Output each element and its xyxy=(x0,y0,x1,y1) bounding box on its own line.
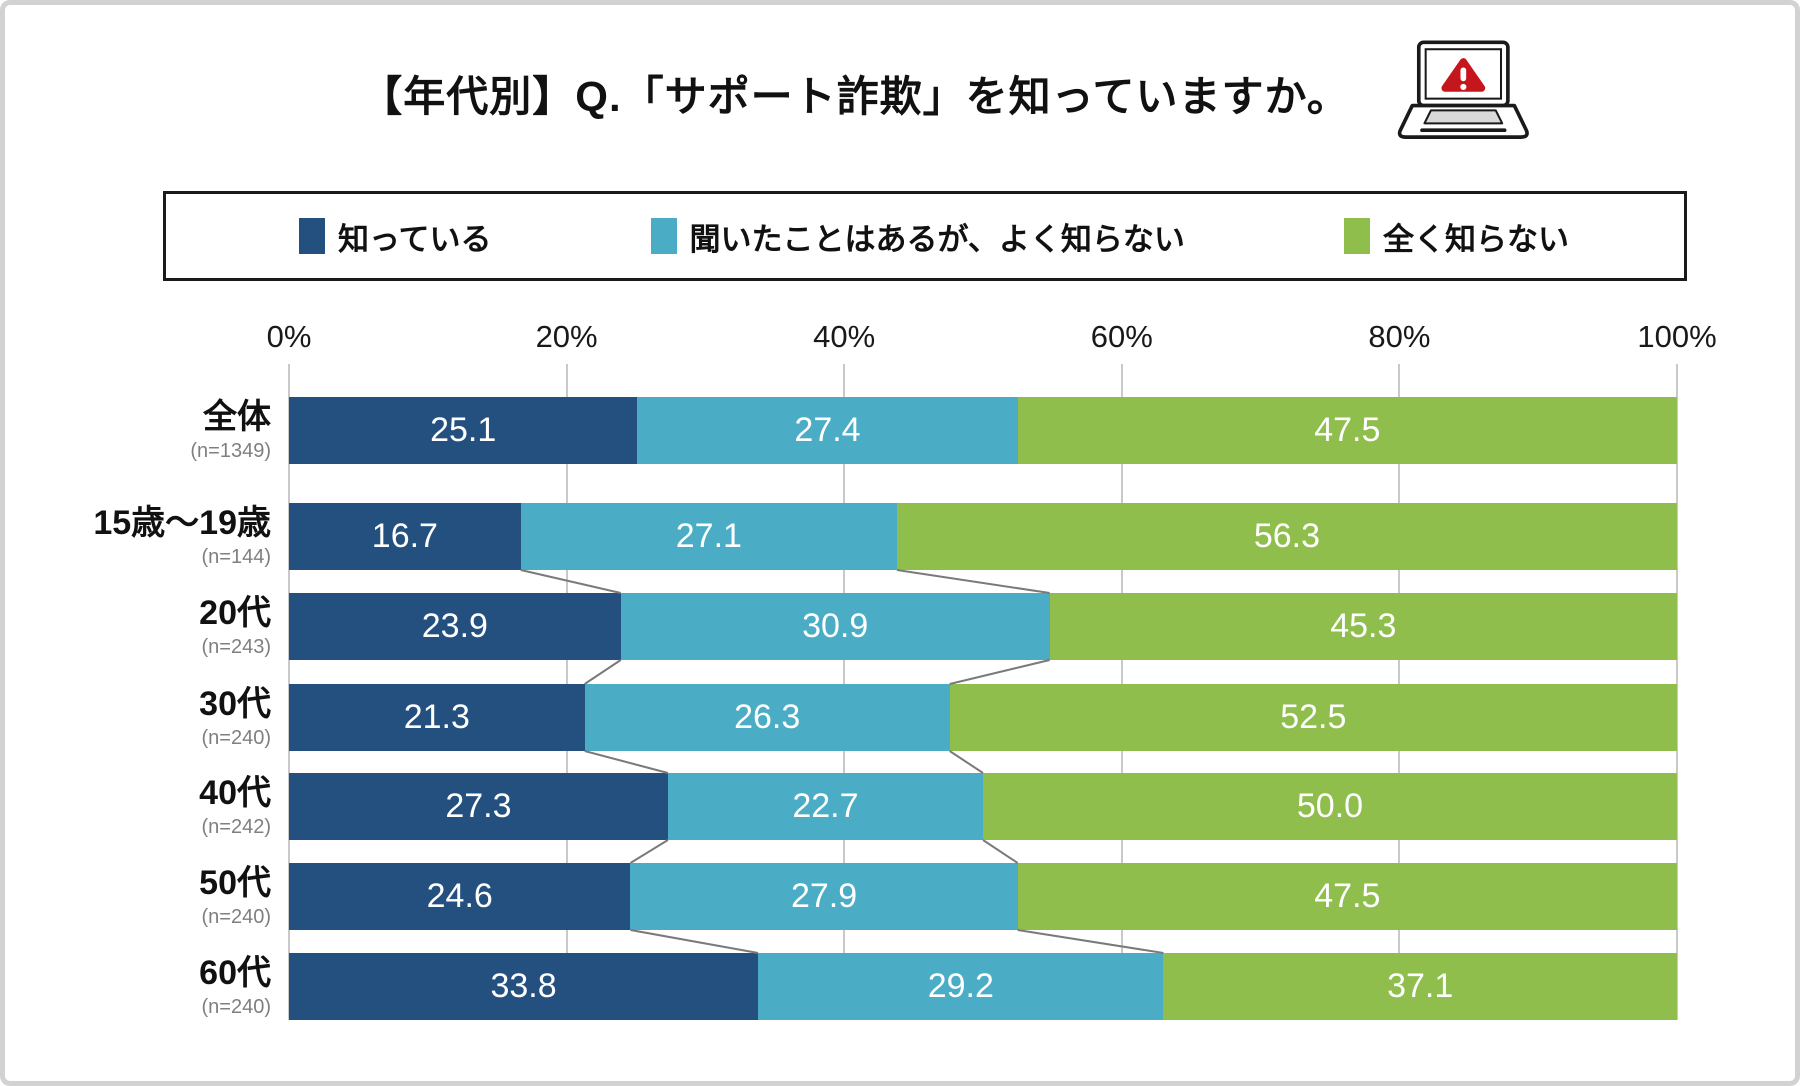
bar-row: 23.9 30.9 45.3 xyxy=(289,593,1677,660)
bar-value-label: 23.9 xyxy=(421,607,488,645)
bar-segment: 50.0 xyxy=(982,773,1677,840)
row-category-label: 50代 xyxy=(199,863,271,902)
row-category-label: 15歳〜19歳 xyxy=(93,503,271,542)
legend-swatch-heard-of xyxy=(650,218,677,254)
legend-item-heard-of: 聞いたことはあるが、よく知らない xyxy=(650,214,1185,259)
bar-value-label: 37.1 xyxy=(1387,967,1454,1005)
bar-value-label: 21.3 xyxy=(403,698,470,736)
title-prefix: 【年代別】Q. xyxy=(360,73,622,120)
bar-value-label: 24.6 xyxy=(426,877,493,915)
bar-value-label: 27.4 xyxy=(794,411,861,449)
row-label: 15歳〜19歳 (n=144) xyxy=(5,500,271,573)
bar-value-label: 33.8 xyxy=(490,967,557,1005)
bar-segment: 37.1 xyxy=(1163,953,1677,1020)
bar-value-label: 16.7 xyxy=(371,517,438,555)
bar-segment: 56.3 xyxy=(896,503,1677,570)
title-suffix: を知っていますか。 xyxy=(965,73,1350,120)
bar-value-label: 50.0 xyxy=(1296,787,1364,825)
bar-value-label: 30.9 xyxy=(802,607,869,645)
axis-tick-100%: 100% xyxy=(1637,319,1717,354)
row-sample-size-label: (n=144) xyxy=(201,546,272,569)
row-category-label: 20代 xyxy=(199,593,271,632)
bar-row: 21.3 26.3 52.5 xyxy=(289,684,1677,751)
bar-segment: 27.9 xyxy=(630,863,1018,930)
row-category-label: 60代 xyxy=(199,953,271,992)
gridline-100% xyxy=(1676,364,1678,1020)
bar-segment: 21.3 xyxy=(289,684,585,751)
axis-tick-40%: 40% xyxy=(813,319,876,354)
legend: 知っている 聞いたことはあるが、よく知らない 全く知らない xyxy=(163,191,1687,281)
row-sample-size-label: (n=240) xyxy=(201,727,272,750)
legend-swatch-knows xyxy=(299,218,325,254)
row-label: 40代 (n=242) xyxy=(5,770,271,843)
bar-value-label: 52.5 xyxy=(1280,698,1347,736)
row-label: 60代 (n=240) xyxy=(5,950,271,1023)
row-sample-size-label: (n=240) xyxy=(201,906,272,929)
bar-segment: 27.1 xyxy=(520,503,897,570)
bar-value-label: 47.5 xyxy=(1314,411,1381,449)
bar-row: 33.8 29.2 37.1 xyxy=(289,953,1677,1020)
row-sample-size-label: (n=240) xyxy=(201,996,272,1019)
legend-label-unknown: 全く知らない xyxy=(1383,221,1569,257)
bar-segment: 24.6 xyxy=(289,863,631,930)
bar-segment: 45.3 xyxy=(1049,593,1677,660)
bar-segment: 30.9 xyxy=(620,593,1050,660)
bar-segment: 33.8 xyxy=(289,953,759,1020)
row-label: 20代 (n=243) xyxy=(5,590,271,663)
bar-segment: 27.3 xyxy=(289,773,668,840)
bar-segment: 25.1 xyxy=(289,397,638,464)
bar-value-label: 56.3 xyxy=(1253,517,1321,555)
legend-label-knows: 知っている xyxy=(338,221,492,257)
legend-item-unknown: 全く知らない xyxy=(1344,214,1569,259)
axis-tick-80%: 80% xyxy=(1368,319,1431,354)
row-sample-size-label: (n=1349) xyxy=(190,440,271,463)
bar-value-label: 27.3 xyxy=(445,787,512,825)
row-category-label: 40代 xyxy=(199,773,271,812)
title-highlight: 「サポート詐欺」 xyxy=(621,73,966,120)
bar-segment: 27.4 xyxy=(637,397,1018,464)
bar-value-label: 27.1 xyxy=(675,517,742,555)
legend-swatch-unknown xyxy=(1344,218,1370,254)
page-title: 【年代別】Q.「サポート詐欺」を知っていますか。 xyxy=(5,63,1705,124)
legend-label-heard-of: 聞いたことはあるが、よく知らない xyxy=(689,221,1185,257)
row-sample-size-label: (n=243) xyxy=(201,636,272,659)
row-category-label: 30代 xyxy=(199,684,271,723)
bar-row: 27.3 22.7 50.0 xyxy=(289,773,1677,840)
axis-tick-60%: 60% xyxy=(1090,319,1153,354)
bar-row: 16.7 27.1 56.3 xyxy=(289,503,1677,570)
row-label: 50代 (n=240) xyxy=(5,860,271,933)
row-label: 30代 (n=240) xyxy=(5,681,271,754)
axis-tick-0%: 0% xyxy=(266,319,312,354)
legend-item-knows: 知っている xyxy=(299,214,491,259)
bar-segment: 26.3 xyxy=(584,684,950,751)
row-sample-size-label: (n=242) xyxy=(201,816,272,839)
laptop-warning-icon xyxy=(1388,35,1550,155)
bar-value-label: 45.3 xyxy=(1330,607,1397,645)
bar-value-label: 47.5 xyxy=(1314,877,1381,915)
bar-value-label: 25.1 xyxy=(430,411,497,449)
bar-segment: 52.5 xyxy=(949,684,1677,751)
row-label: 全体 (n=1349) xyxy=(5,394,271,467)
bar-row: 24.6 27.9 47.5 xyxy=(289,863,1677,930)
axis-tick-20%: 20% xyxy=(535,319,598,354)
row-category-label: 全体 xyxy=(203,397,271,436)
bar-segment: 47.5 xyxy=(1017,397,1677,464)
bar-value-label: 27.9 xyxy=(790,877,858,915)
bar-value-label: 26.3 xyxy=(734,698,801,736)
bar-value-label: 29.2 xyxy=(927,967,994,1005)
bar-segment: 22.7 xyxy=(667,773,983,840)
bar-segment: 23.9 xyxy=(289,593,621,660)
bar-value-label: 22.7 xyxy=(792,787,859,825)
bar-row: 25.1 27.4 47.5 xyxy=(289,397,1677,464)
bar-segment: 29.2 xyxy=(758,953,1164,1020)
bar-segment: 47.5 xyxy=(1017,863,1677,930)
bar-segment: 16.7 xyxy=(289,503,521,570)
